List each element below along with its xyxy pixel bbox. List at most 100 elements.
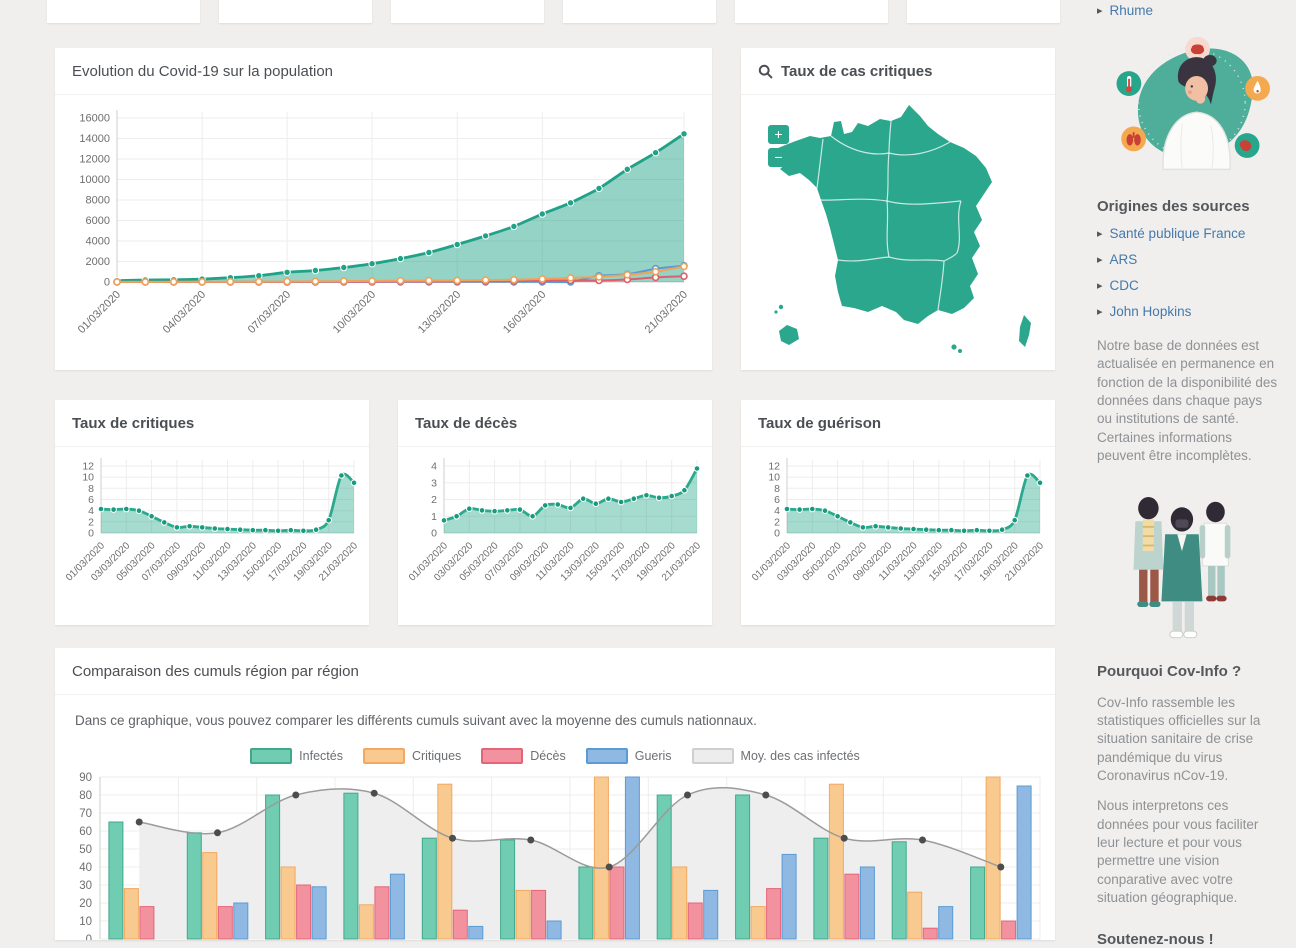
region-comparison-panel-header: Comparaison des cumuls région par région xyxy=(55,648,1055,695)
svg-text:16/03/2020: 16/03/2020 xyxy=(501,289,548,336)
svg-text:4: 4 xyxy=(774,505,780,517)
svg-text:30: 30 xyxy=(79,880,92,892)
legend-label: Infectés xyxy=(299,749,343,763)
legend-item-critiques[interactable]: Critiques xyxy=(362,748,462,764)
evolution-panel-header: Evolution du Covid-19 sur la population xyxy=(55,48,712,95)
svg-text:40: 40 xyxy=(79,862,92,874)
death-rate-panel-title: Taux de décès xyxy=(415,414,518,432)
critical-rate-chart[interactable]: 0 2 4 6 8 10 12 01/03/2020 03/03/2020 05/03/2020 0… xyxy=(55,447,369,625)
death-rate-panel-header: Taux de décès xyxy=(398,400,712,447)
summary-card xyxy=(391,0,544,23)
svg-text:8: 8 xyxy=(774,483,780,495)
triangle-bullet-icon: ▸ xyxy=(1097,5,1103,17)
sources-heading: Origines des sources xyxy=(1097,198,1250,215)
map-zoom-out-button[interactable]: − xyxy=(768,148,789,167)
critical-rate-panel-title: Taux de critiques xyxy=(72,414,195,432)
svg-text:6000: 6000 xyxy=(86,215,110,227)
legend-label: Moy. des cas infectés xyxy=(740,749,860,763)
lungs-icon xyxy=(1121,126,1147,152)
map-panel-header: Taux de cas critiques xyxy=(741,48,1055,95)
svg-text:4: 4 xyxy=(88,505,94,517)
map-zoom-in-button[interactable]: + xyxy=(768,125,789,144)
svg-text:6: 6 xyxy=(88,494,94,506)
france-map-svg xyxy=(770,105,1031,353)
recovery-rate-panel-title: Taux de guérison xyxy=(758,414,882,432)
france-map[interactable]: + − xyxy=(741,95,1055,370)
svg-text:2: 2 xyxy=(774,516,780,528)
source-link-cdc[interactable]: CDC xyxy=(1109,278,1139,293)
legend-swatch xyxy=(362,748,405,764)
legend-swatch xyxy=(250,748,293,764)
svg-text:0: 0 xyxy=(774,528,780,540)
source-link-ars[interactable]: ARS xyxy=(1109,252,1138,267)
svg-text:4: 4 xyxy=(431,461,437,473)
svg-text:13/03/2020: 13/03/2020 xyxy=(416,289,463,336)
region-comparison-description: Dans ce graphique, vous pouvez comparer … xyxy=(75,713,757,728)
recovery-rate-chart[interactable]: 0 2 4 6 8 10 12 01/03/2020 03/03/2020 05/03/2020 0… xyxy=(741,447,1055,625)
sidebar-link-row: ▸ Rhume xyxy=(1097,3,1279,18)
svg-text:2: 2 xyxy=(88,516,94,528)
svg-text:3: 3 xyxy=(431,477,437,489)
svg-text:50: 50 xyxy=(79,844,92,856)
comparison-chart-legend: Infectés Critiques Décès Gueris Moy. des cas… xyxy=(55,748,1055,764)
svg-text:2000: 2000 xyxy=(86,256,110,268)
source-link-row: ▸ John Hopkins xyxy=(1097,304,1279,319)
svg-text:10000: 10000 xyxy=(79,174,110,186)
magnifier-icon xyxy=(758,64,773,79)
recovery-rate-panel-header: Taux de guérison xyxy=(741,400,1055,447)
recovery-rate-panel: Taux de guérison 0 2 4 6 8 10 12 01/03/2020 03/0… xyxy=(741,400,1055,625)
svg-text:0: 0 xyxy=(86,934,92,940)
svg-text:90: 90 xyxy=(79,772,92,784)
triangle-bullet-icon: ▸ xyxy=(1097,228,1103,240)
svg-text:70: 70 xyxy=(79,808,92,820)
svg-text:0: 0 xyxy=(104,277,110,289)
walking-people-illustration xyxy=(1133,496,1231,638)
summary-card xyxy=(563,0,716,23)
region-comparison-panel: Comparaison des cumuls région par région… xyxy=(55,648,1055,940)
map-panel-title: Taux de cas critiques xyxy=(781,62,933,80)
svg-text:6: 6 xyxy=(774,494,780,506)
death-rate-chart[interactable]: 0 1 2 3 4 01/03/2020 03/03/2020 05/03/2020 07/03… xyxy=(398,447,712,625)
svg-text:10: 10 xyxy=(768,472,780,484)
critical-rate-panel: Taux de critiques 0 2 4 6 8 10 12 01/03/2020 03/… xyxy=(55,400,369,625)
svg-text:12000: 12000 xyxy=(79,154,110,166)
sources-note: Notre base de données est actualisée en … xyxy=(1097,338,1278,464)
why-paragraph-2: Nous interpretons ces données pour vous … xyxy=(1097,798,1259,906)
legend-swatch xyxy=(481,748,524,764)
triangle-bullet-icon: ▸ xyxy=(1097,280,1103,292)
sidebar: ▸ Rhume xyxy=(1080,0,1296,948)
svg-text:10: 10 xyxy=(82,472,94,484)
source-link-row: ▸ Santé publique France xyxy=(1097,226,1279,241)
svg-text:01/03/2020: 01/03/2020 xyxy=(76,289,123,336)
svg-text:60: 60 xyxy=(79,826,92,838)
source-link-john-hopkins[interactable]: John Hopkins xyxy=(1109,304,1192,319)
critical-cases-map-panel: Taux de cas critiques + − xyxy=(741,48,1055,370)
critical-rate-panel-header: Taux de critiques xyxy=(55,400,369,447)
svg-text:12: 12 xyxy=(768,461,780,473)
svg-text:16000: 16000 xyxy=(79,113,110,125)
svg-text:21/03/2020: 21/03/2020 xyxy=(643,289,690,336)
svg-text:80: 80 xyxy=(79,790,92,802)
svg-text:12: 12 xyxy=(82,461,94,473)
summary-card xyxy=(47,0,200,23)
svg-text:14000: 14000 xyxy=(79,133,110,145)
svg-text:07/03/2020: 07/03/2020 xyxy=(246,289,293,336)
source-link-row: ▸ ARS xyxy=(1097,252,1279,267)
legend-label: Critiques xyxy=(411,749,462,763)
legend-item-gueris[interactable]: Gueris xyxy=(585,748,672,764)
legend-item-infect-s[interactable]: Infectés xyxy=(250,748,343,764)
svg-text:0: 0 xyxy=(431,528,437,540)
svg-text:1: 1 xyxy=(431,511,437,523)
legend-item-moy-des-cas-infect-s[interactable]: Moy. des cas infectés xyxy=(691,748,860,764)
legend-item-d-c-s[interactable]: Décès xyxy=(481,748,566,764)
evolution-chart[interactable]: 0 2000 4000 6000 8000 10000 12000 14000 16000 01/… xyxy=(55,95,712,370)
legend-label: Décès xyxy=(530,749,566,763)
triangle-bullet-icon: ▸ xyxy=(1097,306,1103,318)
source-link-sant-publique-france[interactable]: Santé publique France xyxy=(1109,226,1246,241)
svg-text:8000: 8000 xyxy=(86,195,110,207)
sidebar-link-rhume[interactable]: Rhume xyxy=(1109,3,1154,18)
svg-text:0: 0 xyxy=(88,528,94,540)
why-paragraph-1: Cov-Info rassemble les statistiques offi… xyxy=(1097,694,1261,783)
region-comparison-chart[interactable]: 0 10 20 30 40 50 60 70 80 90 xyxy=(55,772,1055,940)
